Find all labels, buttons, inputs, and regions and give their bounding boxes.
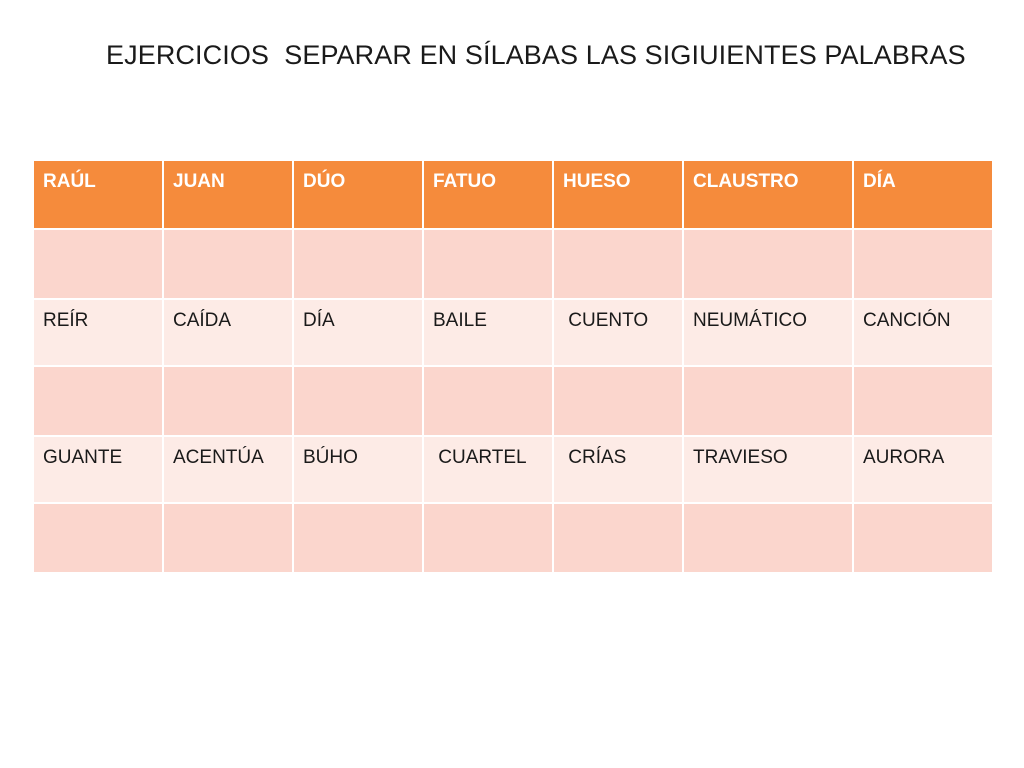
- answer-cell[interactable]: [552, 502, 684, 574]
- table-header-row: RAÚL JUAN DÚO FATUO HUESO CLAUSTRO DÍA: [32, 159, 994, 230]
- answer-cell[interactable]: [682, 228, 854, 300]
- word-row: REÍR CAÍDA DÍA BAILE CUENTO NEUMÁTICO CA…: [32, 298, 994, 367]
- word-row: GUANTE ACENTÚA BÚHO CUARTEL CRÍAS TRAVIE…: [32, 435, 994, 504]
- page-title: EJERCICIOS SEPARAR EN SÍLABAS LAS SIGIUI…: [106, 40, 966, 70]
- header-cell: DÍA: [852, 159, 994, 230]
- answer-cell[interactable]: [552, 228, 684, 300]
- answer-row: [32, 502, 994, 574]
- word-cell: CRÍAS: [552, 435, 684, 504]
- answer-cell[interactable]: [552, 365, 684, 437]
- word-cell: TRAVIESO: [682, 435, 854, 504]
- answer-cell[interactable]: [852, 228, 994, 300]
- header-cell: RAÚL: [32, 159, 164, 230]
- answer-cell[interactable]: [292, 502, 424, 574]
- answer-cell[interactable]: [162, 502, 294, 574]
- header-cell: DÚO: [292, 159, 424, 230]
- word-cell: AURORA: [852, 435, 994, 504]
- answer-cell[interactable]: [422, 365, 554, 437]
- answer-cell[interactable]: [162, 365, 294, 437]
- word-cell: CANCIÓN: [852, 298, 994, 367]
- syllable-exercise-table: RAÚL JUAN DÚO FATUO HUESO CLAUSTRO DÍA R…: [32, 159, 994, 574]
- answer-cell[interactable]: [32, 365, 164, 437]
- answer-cell[interactable]: [292, 365, 424, 437]
- header-cell: JUAN: [162, 159, 294, 230]
- answer-row: [32, 365, 994, 437]
- answer-cell[interactable]: [852, 502, 994, 574]
- header-cell: HUESO: [552, 159, 684, 230]
- answer-cell[interactable]: [422, 228, 554, 300]
- word-cell: CUENTO: [552, 298, 684, 367]
- word-cell: NEUMÁTICO: [682, 298, 854, 367]
- word-cell: GUANTE: [32, 435, 164, 504]
- answer-row: [32, 228, 994, 300]
- answer-cell[interactable]: [682, 502, 854, 574]
- answer-cell[interactable]: [682, 365, 854, 437]
- answer-cell[interactable]: [162, 228, 294, 300]
- word-cell: BÚHO: [292, 435, 424, 504]
- answer-cell[interactable]: [852, 365, 994, 437]
- word-cell: DÍA: [292, 298, 424, 367]
- word-cell: BAILE: [422, 298, 554, 367]
- word-cell: CUARTEL: [422, 435, 554, 504]
- answer-cell[interactable]: [32, 228, 164, 300]
- header-cell: CLAUSTRO: [682, 159, 854, 230]
- answer-cell[interactable]: [32, 502, 164, 574]
- word-cell: ACENTÚA: [162, 435, 294, 504]
- word-cell: CAÍDA: [162, 298, 294, 367]
- header-cell: FATUO: [422, 159, 554, 230]
- word-cell: REÍR: [32, 298, 164, 367]
- answer-cell[interactable]: [292, 228, 424, 300]
- answer-cell[interactable]: [422, 502, 554, 574]
